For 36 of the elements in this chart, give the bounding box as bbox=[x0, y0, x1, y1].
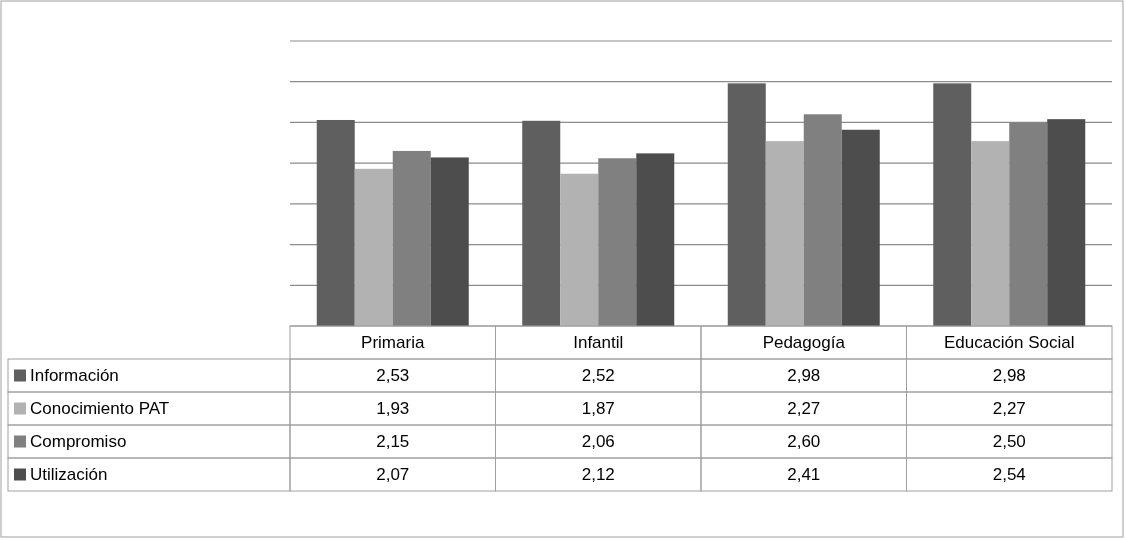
data-label: 2,41 bbox=[787, 465, 821, 485]
bar bbox=[765, 141, 804, 326]
bar bbox=[727, 83, 766, 326]
bar bbox=[636, 153, 675, 326]
legend-label: Compromiso bbox=[30, 432, 127, 452]
data-label: 2,12 bbox=[581, 465, 615, 485]
bar bbox=[560, 173, 599, 326]
legend-label: Información bbox=[30, 366, 119, 386]
data-label: 2,52 bbox=[581, 366, 615, 386]
bar bbox=[316, 119, 355, 326]
legend-label: Utilización bbox=[30, 465, 108, 485]
data-label: 1,93 bbox=[376, 399, 410, 419]
bar bbox=[841, 129, 880, 326]
legend-label: Conocimiento PAT bbox=[30, 399, 170, 419]
data-label: 2,07 bbox=[376, 465, 410, 485]
data-label: 2,15 bbox=[376, 432, 410, 452]
bar bbox=[1047, 119, 1086, 326]
data-label: 2,27 bbox=[992, 399, 1026, 419]
data-label: 2,98 bbox=[992, 366, 1026, 386]
x-tick-label: Primaria bbox=[361, 333, 425, 353]
data-label: 1,87 bbox=[581, 399, 615, 419]
data-label: 2,06 bbox=[581, 432, 615, 452]
x-tick-label: Pedagogía bbox=[762, 333, 846, 353]
data-label: 2,60 bbox=[787, 432, 821, 452]
x-tick-label: Educación Social bbox=[944, 333, 1075, 353]
data-label: 2,50 bbox=[992, 432, 1026, 452]
bar bbox=[354, 168, 393, 326]
bar bbox=[971, 141, 1010, 326]
x-tick-label: Infantil bbox=[573, 333, 624, 353]
data-label: 2,98 bbox=[787, 366, 821, 386]
bar bbox=[430, 157, 469, 326]
bar bbox=[933, 83, 972, 326]
data-label: 2,54 bbox=[992, 465, 1026, 485]
data-label: 2,53 bbox=[376, 366, 410, 386]
data-label: 2,27 bbox=[787, 399, 821, 419]
bar bbox=[522, 120, 561, 326]
